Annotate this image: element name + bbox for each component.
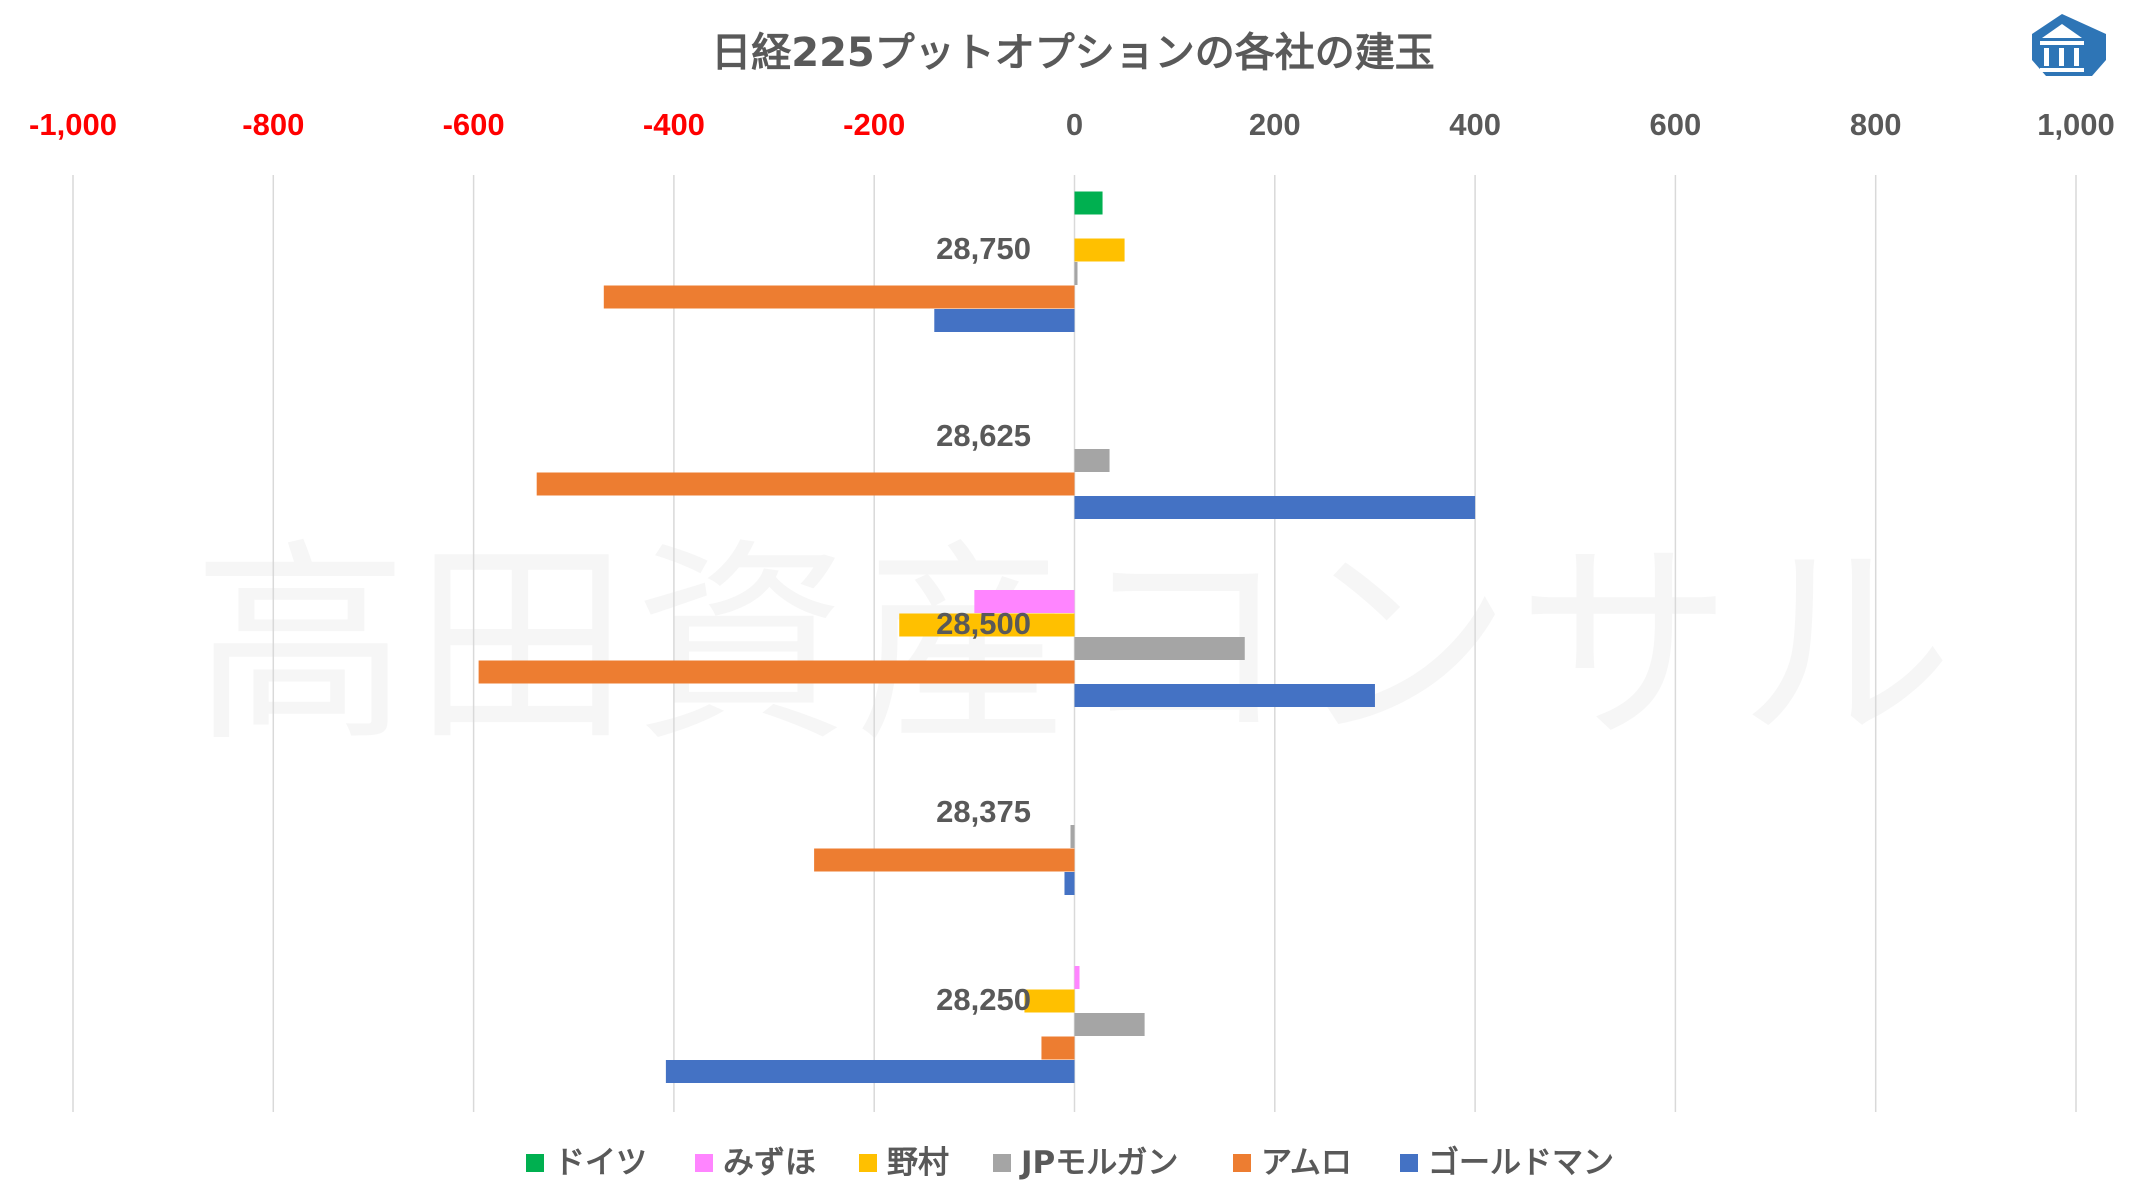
bar (934, 309, 1075, 332)
x-tick-label: -1,000 (29, 107, 117, 142)
bar (1064, 872, 1075, 895)
legend-label: 野村 (887, 1145, 949, 1181)
chart-title: 日経225プットオプションの各社の建玉 (711, 30, 1435, 76)
legend: ドイツ みずほ 野村 JPモルガン アムロ ゴールドマン (526, 1145, 1614, 1181)
bar (1074, 496, 1476, 519)
legend-swatch (695, 1154, 713, 1172)
x-tick-label: -600 (443, 107, 505, 142)
category-labels: 28,750 28,625 28,500 28,375 28,250 (936, 231, 1031, 1017)
bar (665, 1060, 1075, 1083)
x-tick-label: 800 (1850, 107, 1902, 142)
bar (1074, 966, 1080, 989)
legend-label: ゴールドマン (1428, 1145, 1614, 1181)
x-tick-label: 1,000 (2037, 107, 2115, 142)
x-tick-label: -200 (843, 107, 905, 142)
bar (1074, 238, 1125, 262)
bar (1024, 989, 1075, 1013)
legend-swatch (1233, 1154, 1251, 1172)
bar (1074, 637, 1245, 660)
category-label: 28,500 (936, 606, 1031, 641)
bar (478, 660, 1075, 684)
legend-swatch (1400, 1154, 1418, 1172)
x-tick-label: 400 (1449, 107, 1501, 142)
x-tick-label: -400 (643, 107, 705, 142)
bar (1070, 825, 1075, 848)
legend-swatch (859, 1154, 877, 1172)
category-label: 28,750 (936, 231, 1031, 266)
bar (899, 613, 1075, 637)
legend-label: JPモルガン (1019, 1145, 1178, 1181)
bars (478, 191, 1476, 1083)
bar (814, 848, 1075, 872)
bar (1074, 262, 1078, 285)
bar (1074, 191, 1103, 215)
category-label: 28,625 (936, 418, 1031, 453)
x-tick-label: 0 (1066, 107, 1083, 142)
bar (1074, 449, 1110, 472)
bar (974, 590, 1075, 613)
legend-label: アムロ (1261, 1145, 1352, 1181)
category-label: 28,375 (936, 794, 1031, 829)
x-tick-label: 200 (1249, 107, 1301, 142)
bar (603, 285, 1075, 309)
x-tick-label: -800 (242, 107, 304, 142)
watermark: 高田資産コンサル (193, 520, 1953, 771)
bar (536, 472, 1075, 496)
building-pillars-icon (2032, 14, 2106, 76)
bar (1074, 1013, 1145, 1036)
legend-label: ドイツ (554, 1145, 647, 1181)
x-tick-label: 600 (1650, 107, 1702, 142)
bar (1074, 684, 1375, 707)
legend-swatch (526, 1154, 544, 1172)
legend-swatch (993, 1154, 1011, 1172)
category-label: 28,250 (936, 982, 1031, 1017)
x-axis-tick-labels: -1,000 -800 -600 -400 -200 0 200 400 600 800 1,000 (29, 107, 2115, 142)
legend-label: みずほ (723, 1145, 816, 1181)
bar (1041, 1036, 1075, 1060)
